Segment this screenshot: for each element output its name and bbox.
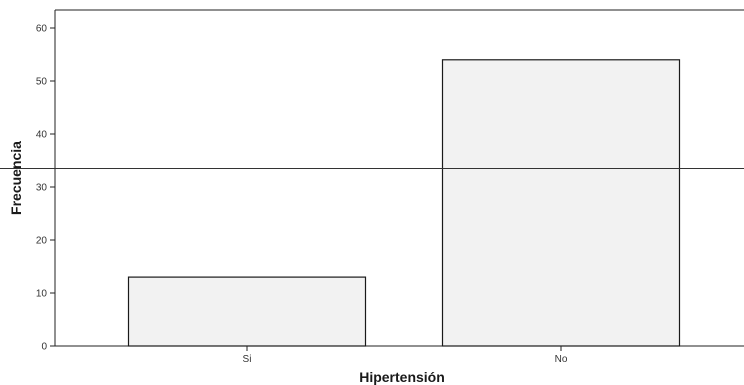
x-axis-label: Hipertensión	[359, 369, 445, 385]
y-tick-label-50: 50	[36, 77, 48, 88]
y-tick-label-0: 0	[41, 342, 47, 353]
y-tick-label-40: 40	[36, 130, 48, 141]
bar-no	[441, 59, 681, 347]
bars-group	[127, 59, 681, 347]
y-tick-label-10: 10	[36, 289, 48, 300]
bar-si	[127, 276, 367, 347]
y-tick-label-20: 20	[36, 236, 48, 247]
x-tick-label-no: No	[555, 354, 568, 365]
y-tick-label-30: 30	[36, 183, 48, 194]
y-axis-label: Frecuencia	[8, 141, 24, 215]
y-ticks-group: 0 10 20 30 40 50 60	[36, 24, 55, 353]
x-tick-label-si: Si	[243, 354, 252, 365]
x-ticks-group: Si No	[243, 346, 568, 365]
y-tick-label-60: 60	[36, 24, 48, 35]
